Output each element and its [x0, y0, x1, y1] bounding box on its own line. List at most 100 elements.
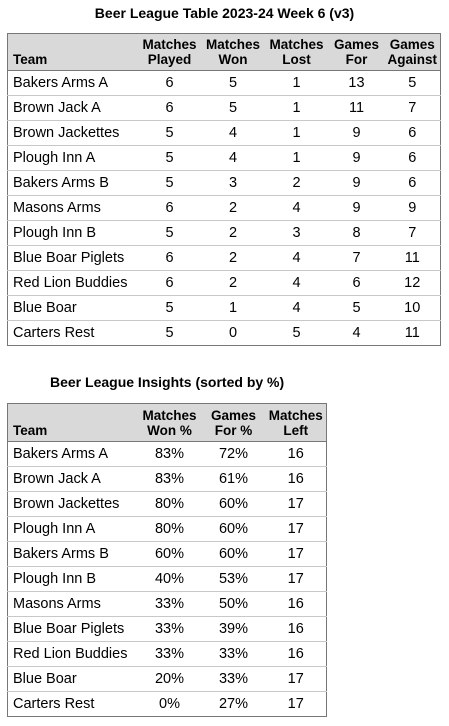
games-for-cell: 9	[328, 170, 385, 196]
matches-won-pct-cell: 83%	[137, 466, 202, 492]
matches-left-cell: 16	[265, 441, 327, 467]
matches-lost-cell: 1	[264, 70, 329, 96]
games-for-cell: 9	[328, 195, 385, 221]
team-cell: Bakers Arms A	[7, 441, 138, 467]
matches-left-cell: 16	[265, 641, 327, 667]
games-against-cell: 11	[384, 320, 441, 346]
matches-won-cell: 5	[201, 95, 265, 121]
games-against-cell: 5	[384, 70, 441, 96]
matches-won-pct-cell: 33%	[137, 616, 202, 642]
matches-won-pct-cell: 60%	[137, 541, 202, 567]
matches-won-cell: 3	[201, 170, 265, 196]
table-row: Brown Jackettes 80% 60% 17	[7, 491, 327, 517]
games-for-pct-cell: 60%	[201, 491, 266, 517]
team-cell: Red Lion Buddies	[7, 270, 138, 296]
games-against-cell: 7	[384, 95, 441, 121]
games-against-cell: 9	[384, 195, 441, 221]
matches-won-cell: 0	[201, 320, 265, 346]
matches-left-cell: 16	[265, 466, 327, 492]
games-for-cell: 9	[328, 145, 385, 171]
table-row: Plough Inn B 40% 53% 17	[7, 566, 327, 592]
matches-lost-cell: 1	[264, 145, 329, 171]
header-games-for-pct: Games For %	[201, 403, 266, 442]
games-for-cell: 11	[328, 95, 385, 121]
insights-table: Team Matches Won % Games For % Matches Left…	[7, 403, 327, 717]
table-row: Brown Jackettes 5 4 1 9 6	[7, 120, 441, 146]
team-cell: Blue Boar Piglets	[7, 245, 138, 271]
matches-won-cell: 2	[201, 270, 265, 296]
header-games-for: Games For	[328, 33, 385, 71]
team-cell: Masons Arms	[7, 195, 138, 221]
league-table-header-row: Team Matches Played Matches Won Matches Los…	[7, 33, 441, 71]
matches-left-cell: 17	[265, 491, 327, 517]
matches-won-pct-cell: 20%	[137, 666, 202, 692]
league-table-title: Beer League Table 2023-24 Week 6 (v3)	[94, 5, 355, 21]
team-cell: Blue Boar	[7, 295, 138, 321]
team-cell: Plough Inn A	[7, 145, 138, 171]
games-for-pct-cell: 60%	[201, 541, 266, 567]
matches-won-pct-cell: 0%	[137, 691, 202, 717]
matches-lost-cell: 2	[264, 170, 329, 196]
team-cell: Bakers Arms A	[7, 70, 138, 96]
table-row: Carters Rest 5 0 5 4 11	[7, 320, 441, 346]
league-table: Team Matches Played Matches Won Matches Los…	[7, 33, 441, 346]
matches-played-cell: 5	[137, 320, 202, 346]
matches-lost-cell: 3	[264, 220, 329, 246]
matches-left-cell: 17	[265, 541, 327, 567]
games-for-cell: 9	[328, 120, 385, 146]
matches-won-cell: 4	[201, 145, 265, 171]
matches-lost-cell: 4	[264, 295, 329, 321]
games-for-cell: 6	[328, 270, 385, 296]
header-team: Team	[7, 33, 138, 71]
games-for-pct-cell: 33%	[201, 666, 266, 692]
header-team: Team	[7, 403, 138, 442]
team-cell: Plough Inn A	[7, 516, 138, 542]
matches-won-cell: 5	[201, 70, 265, 96]
table-row: Bakers Arms A 83% 72% 16	[7, 441, 327, 467]
table-row: Red Lion Buddies 33% 33% 16	[7, 641, 327, 667]
table-row: Carters Rest 0% 27% 17	[7, 691, 327, 717]
games-against-cell: 12	[384, 270, 441, 296]
matches-won-cell: 4	[201, 120, 265, 146]
matches-played-cell: 5	[137, 220, 202, 246]
team-cell: Carters Rest	[7, 320, 138, 346]
table-row: Blue Boar 20% 33% 17	[7, 666, 327, 692]
team-cell: Blue Boar	[7, 666, 138, 692]
team-cell: Carters Rest	[7, 691, 138, 717]
matches-won-cell: 2	[201, 195, 265, 221]
team-cell: Plough Inn B	[7, 220, 138, 246]
team-cell: Bakers Arms B	[7, 541, 138, 567]
matches-won-cell: 2	[201, 245, 265, 271]
games-against-cell: 10	[384, 295, 441, 321]
games-for-pct-cell: 53%	[201, 566, 266, 592]
games-against-cell: 6	[384, 120, 441, 146]
matches-played-cell: 5	[137, 295, 202, 321]
team-cell: Masons Arms	[7, 591, 138, 617]
matches-lost-cell: 4	[264, 195, 329, 221]
matches-played-cell: 6	[137, 245, 202, 271]
insights-table-header-row: Team Matches Won % Games For % Matches Left	[7, 403, 327, 442]
table-row: Masons Arms 6 2 4 9 9	[7, 195, 441, 221]
games-for-pct-cell: 50%	[201, 591, 266, 617]
matches-won-pct-cell: 33%	[137, 591, 202, 617]
matches-left-cell: 17	[265, 516, 327, 542]
games-against-cell: 6	[384, 170, 441, 196]
team-cell: Brown Jack A	[7, 466, 138, 492]
matches-played-cell: 6	[137, 270, 202, 296]
matches-left-cell: 17	[265, 691, 327, 717]
games-for-cell: 5	[328, 295, 385, 321]
table-row: Blue Boar Piglets 33% 39% 16	[7, 616, 327, 642]
header-matches-played: Matches Played	[137, 33, 202, 71]
games-for-cell: 13	[328, 70, 385, 96]
games-for-pct-cell: 33%	[201, 641, 266, 667]
games-against-cell: 11	[384, 245, 441, 271]
games-for-pct-cell: 27%	[201, 691, 266, 717]
games-for-cell: 7	[328, 245, 385, 271]
matches-left-cell: 16	[265, 591, 327, 617]
games-for-cell: 4	[328, 320, 385, 346]
matches-played-cell: 5	[137, 120, 202, 146]
matches-lost-cell: 4	[264, 270, 329, 296]
matches-lost-cell: 5	[264, 320, 329, 346]
